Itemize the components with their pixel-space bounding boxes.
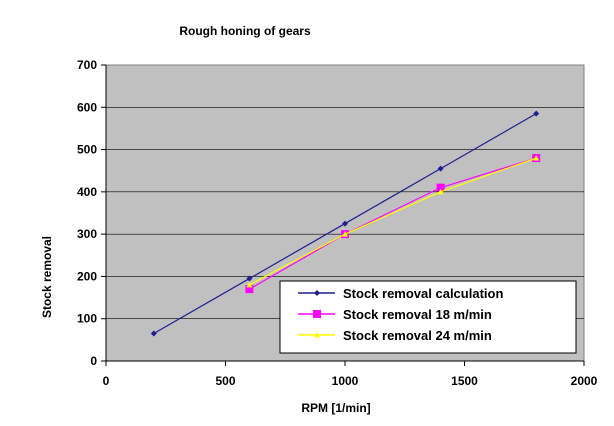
data-point bbox=[313, 310, 321, 318]
data-point bbox=[245, 285, 254, 294]
y-tick-label: 400 bbox=[77, 185, 97, 199]
legend: Stock removal calculation Stock removal 1… bbox=[279, 280, 577, 354]
data-point bbox=[314, 332, 320, 338]
series-line bbox=[249, 157, 537, 290]
data-point bbox=[533, 110, 540, 117]
legend-entry: Stock removal 18 m/min bbox=[343, 307, 492, 322]
data-point bbox=[342, 220, 348, 227]
data-point bbox=[437, 188, 444, 195]
chart-title: Rough honing of gears bbox=[179, 24, 311, 38]
data-point bbox=[342, 231, 348, 237]
y-tick-label: 100 bbox=[77, 312, 97, 326]
y-tick-label: 500 bbox=[77, 143, 97, 157]
y-tick-label: 300 bbox=[77, 227, 97, 241]
data-point bbox=[314, 290, 320, 296]
data-point bbox=[533, 155, 540, 161]
x-tick-label: 0 bbox=[103, 374, 110, 388]
y-axis-label: Stock removal bbox=[40, 236, 54, 318]
data-point bbox=[437, 165, 444, 172]
y-tick-label: 600 bbox=[77, 100, 97, 114]
series-line bbox=[249, 157, 537, 286]
y-tick-label: 200 bbox=[77, 269, 97, 283]
legend-entry: Stock removal 24 m/min bbox=[343, 328, 492, 343]
legend-entry: Stock removal calculation bbox=[343, 286, 503, 301]
data-point bbox=[436, 183, 445, 192]
y-tick-label: 0 bbox=[90, 354, 97, 368]
y-tick-label: 700 bbox=[77, 58, 97, 72]
x-tick-label: 500 bbox=[215, 374, 235, 388]
data-point bbox=[246, 281, 253, 288]
x-tick-label: 1000 bbox=[332, 374, 359, 388]
x-axis-label: RPM [1/min] bbox=[301, 401, 370, 415]
data-point bbox=[246, 275, 253, 282]
x-tick-label: 2000 bbox=[571, 374, 598, 388]
data-point bbox=[150, 330, 157, 337]
x-tick-label: 1500 bbox=[451, 374, 478, 388]
